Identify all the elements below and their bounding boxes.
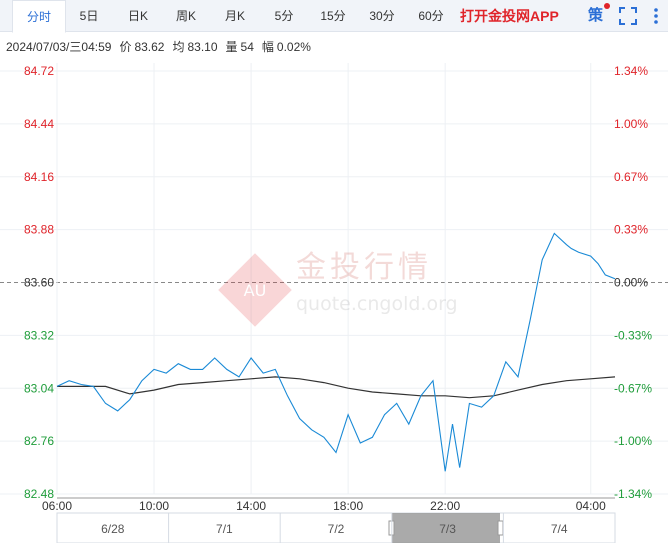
time-tick-label: 10:00 <box>139 499 169 513</box>
percent-tick-label: -1.00% <box>614 434 652 448</box>
open-app-link[interactable]: 打开金投网APP <box>460 8 559 24</box>
price-value: 83.62 <box>134 40 165 54</box>
time-axis: 06:00 10:00 14:00 18:00 22:00 04:00 <box>42 497 615 513</box>
price-tick-label: 84.72 <box>24 64 54 78</box>
more-options-icon[interactable] <box>646 6 666 26</box>
time-tick-label: 22:00 <box>430 499 460 513</box>
period-tab-bar: 分时 5日 日K 周K 月K 5分 15分 30分 60分 打开金投网APP 策 <box>0 0 668 33</box>
avg-value: 83.10 <box>187 40 218 54</box>
strategy-button[interactable]: 策 <box>588 7 604 24</box>
percent-axis: 1.34% 1.00% 0.67% 0.33% 0.00% -0.33% -0.67% -1.… <box>614 64 652 501</box>
watermark-badge: AU <box>244 281 267 300</box>
watermark-logo-icon <box>218 253 292 327</box>
time-tick-label: 06:00 <box>42 499 72 513</box>
percent-tick-label: 0.00% <box>614 276 648 290</box>
fullscreen-icon[interactable] <box>618 6 638 26</box>
price-axis: 84.72 84.44 84.16 83.88 83.60 83.32 83.04 82.76… <box>24 64 54 501</box>
intraday-price-chart[interactable]: AU 金投行情 quote.cngold.org 84.72 84.44 84.16… <box>0 55 668 543</box>
navigator-handle-right <box>497 520 504 536</box>
percent-tick-label: -0.33% <box>614 328 652 342</box>
tab-30-min[interactable]: 30分 <box>369 9 395 23</box>
price-tick-label: 83.88 <box>24 223 54 237</box>
price-line <box>56 232 616 472</box>
percent-tick-label: 1.00% <box>614 117 648 131</box>
quote-datetime: 2024/07/03/三04:59 <box>6 40 112 54</box>
notification-dot <box>604 3 610 9</box>
tab-daily-k[interactable]: 日K <box>127 9 148 23</box>
tab-5-min[interactable]: 5分 <box>274 9 294 23</box>
navigator-track <box>56 512 616 543</box>
tab-5-day[interactable]: 5日 <box>79 9 99 23</box>
tab-monthly-k[interactable]: 月K <box>224 9 245 23</box>
tab-intraday[interactable]: 分时 <box>12 0 66 33</box>
price-label: 价 <box>119 40 132 54</box>
navigator-date-label: 7/1 <box>216 522 233 536</box>
time-tick-label: 14:00 <box>236 499 266 513</box>
percent-tick-label: 0.67% <box>614 170 648 184</box>
change-label: 幅 <box>261 40 274 54</box>
average-price-line <box>57 376 616 399</box>
watermark: AU 金投行情 quote.cngold.org <box>218 250 458 327</box>
change-value: 0.02% <box>276 40 311 54</box>
price-tick-label: 84.44 <box>24 117 54 131</box>
price-tick-label: 82.48 <box>24 487 54 501</box>
percent-tick-label: 0.33% <box>614 223 648 237</box>
navigator-date-label: 7/2 <box>328 522 345 536</box>
watermark-url: quote.cngold.org <box>296 293 458 315</box>
navigator-window <box>392 513 500 543</box>
tab-60-min[interactable]: 60分 <box>418 9 444 23</box>
volume-label: 量 <box>225 40 238 54</box>
price-tick-label: 83.32 <box>24 328 54 342</box>
date-navigator[interactable]: 6/28 7/1 7/2 7/3 7/4 <box>56 512 616 543</box>
tab-15-min[interactable]: 15分 <box>320 9 346 23</box>
avg-label: 均 <box>172 40 185 54</box>
price-tick-label: 82.76 <box>24 434 54 448</box>
time-tick-label: 18:00 <box>333 499 363 513</box>
price-tick-label: 83.60 <box>24 276 54 290</box>
navigator-date-label: 7/4 <box>551 522 568 536</box>
navigator-date-label: 6/28 <box>101 522 125 536</box>
percent-tick-label: -1.34% <box>614 487 652 501</box>
percent-tick-label: 1.34% <box>614 64 648 78</box>
percent-tick-label: -0.67% <box>614 381 652 395</box>
price-tick-label: 83.04 <box>24 381 54 395</box>
price-tick-label: 84.16 <box>24 170 54 184</box>
time-tick-label: 04:00 <box>576 499 606 513</box>
watermark-name: 金投行情 <box>296 250 432 285</box>
volume-value: 54 <box>240 40 254 54</box>
tab-weekly-k[interactable]: 周K <box>175 9 196 23</box>
navigator-date-label: 7/3 <box>439 522 456 536</box>
quote-info-bar: 2024/07/03/三04:59 价 83.62 均 83.10 量 54 幅 0.02% <box>6 38 319 55</box>
